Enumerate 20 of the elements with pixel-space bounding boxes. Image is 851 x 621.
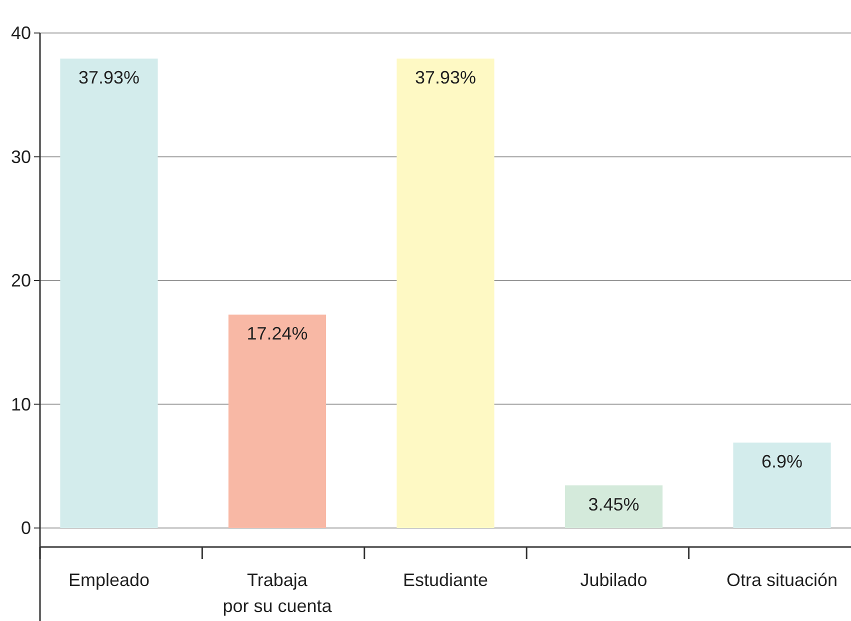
x-tick-label: Jubilado <box>580 570 648 590</box>
bar <box>733 442 831 528</box>
bar <box>60 58 158 528</box>
bar <box>564 485 663 528</box>
bar <box>396 58 494 528</box>
data-label: 3.45% <box>588 494 640 514</box>
y-tick-label: 10 <box>10 394 31 414</box>
data-label: 37.93% <box>78 68 140 88</box>
y-tick-label: 40 <box>10 23 31 43</box>
x-tick-label: Otra situación <box>726 570 838 590</box>
x-tick-label: Trabaja por su cuenta <box>222 570 333 616</box>
data-label: 6.9% <box>762 452 803 472</box>
bar <box>228 314 326 528</box>
x-tick-label: Estudiante <box>402 570 488 590</box>
x-tick-label: Empleado <box>68 570 150 590</box>
data-label: 37.93% <box>414 68 476 88</box>
y-tick-label: 20 <box>10 270 31 290</box>
y-tick-label: 30 <box>10 146 31 167</box>
data-label: 17.24% <box>246 324 308 344</box>
y-tick-label: 0 <box>20 518 31 538</box>
